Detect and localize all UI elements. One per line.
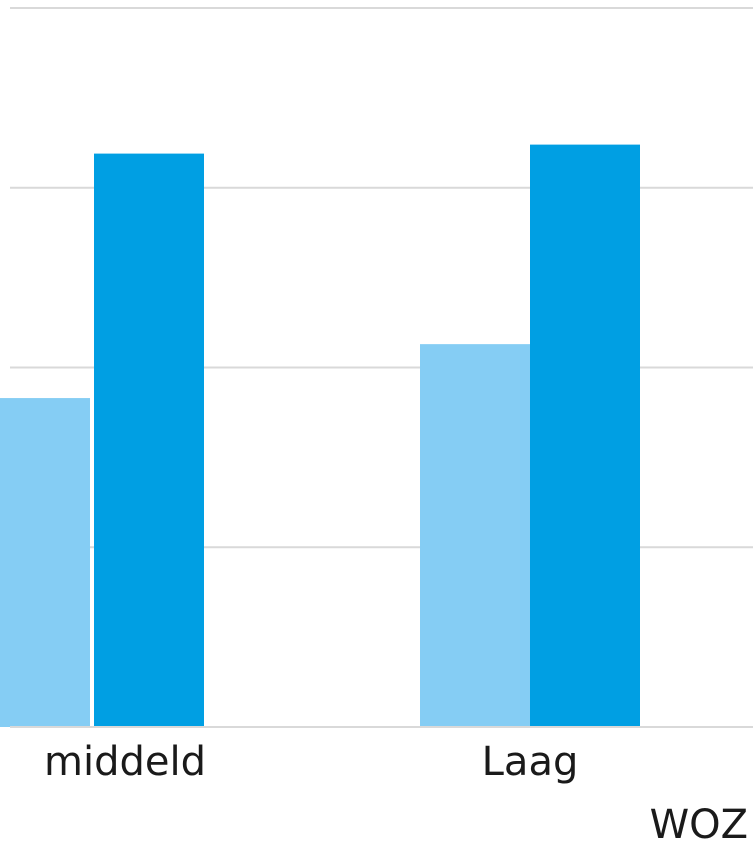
x-tick-label-laag: Laag — [482, 739, 579, 785]
x-axis-label: WOZ — [650, 802, 748, 847]
bar-middeld-series-1 — [0, 398, 90, 727]
bars — [0, 144, 640, 728]
x-tick-labels: middeld Laag — [44, 739, 578, 785]
bar-laag-series-1 — [420, 344, 530, 727]
bar-laag-series-2 — [530, 144, 640, 728]
bar-middeld-series-2 — [94, 153, 204, 727]
x-tick-label-middeld: middeld — [44, 739, 206, 785]
